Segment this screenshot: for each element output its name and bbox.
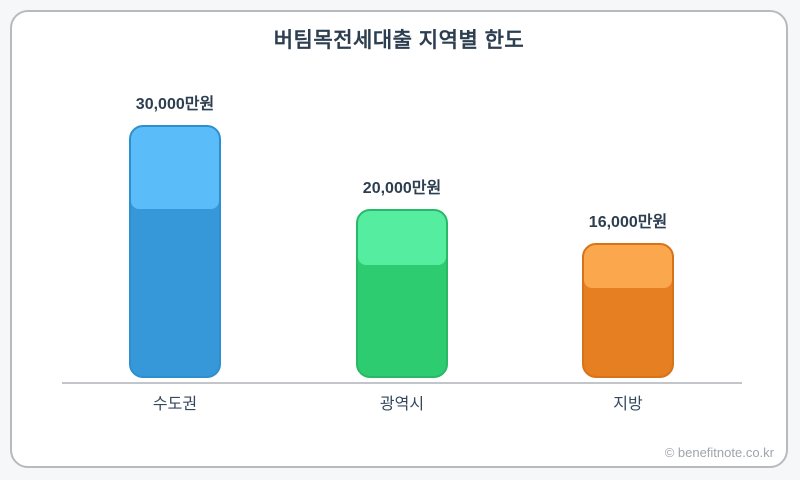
- bar-value-label: 16,000만원: [588, 214, 668, 231]
- bar-shine: [131, 127, 219, 210]
- bar-2: [582, 243, 674, 378]
- bar-category-label: 수도권: [152, 396, 198, 413]
- bar-shine: [358, 211, 446, 266]
- watermark: © benefitnote.co.kr: [664, 445, 774, 460]
- bar-value-label: 20,000만원: [362, 180, 442, 197]
- bar-1: [356, 209, 448, 378]
- chart-title: 버팀목전세대출 지역별 한도: [273, 29, 525, 52]
- bar-0: [129, 125, 221, 378]
- bar-value-label: 30,000만원: [135, 96, 215, 113]
- x-axis-line: [62, 382, 742, 384]
- bar-category-label: 광역시: [379, 396, 425, 413]
- bar-shine: [584, 245, 672, 289]
- bar-category-label: 지방: [613, 396, 643, 413]
